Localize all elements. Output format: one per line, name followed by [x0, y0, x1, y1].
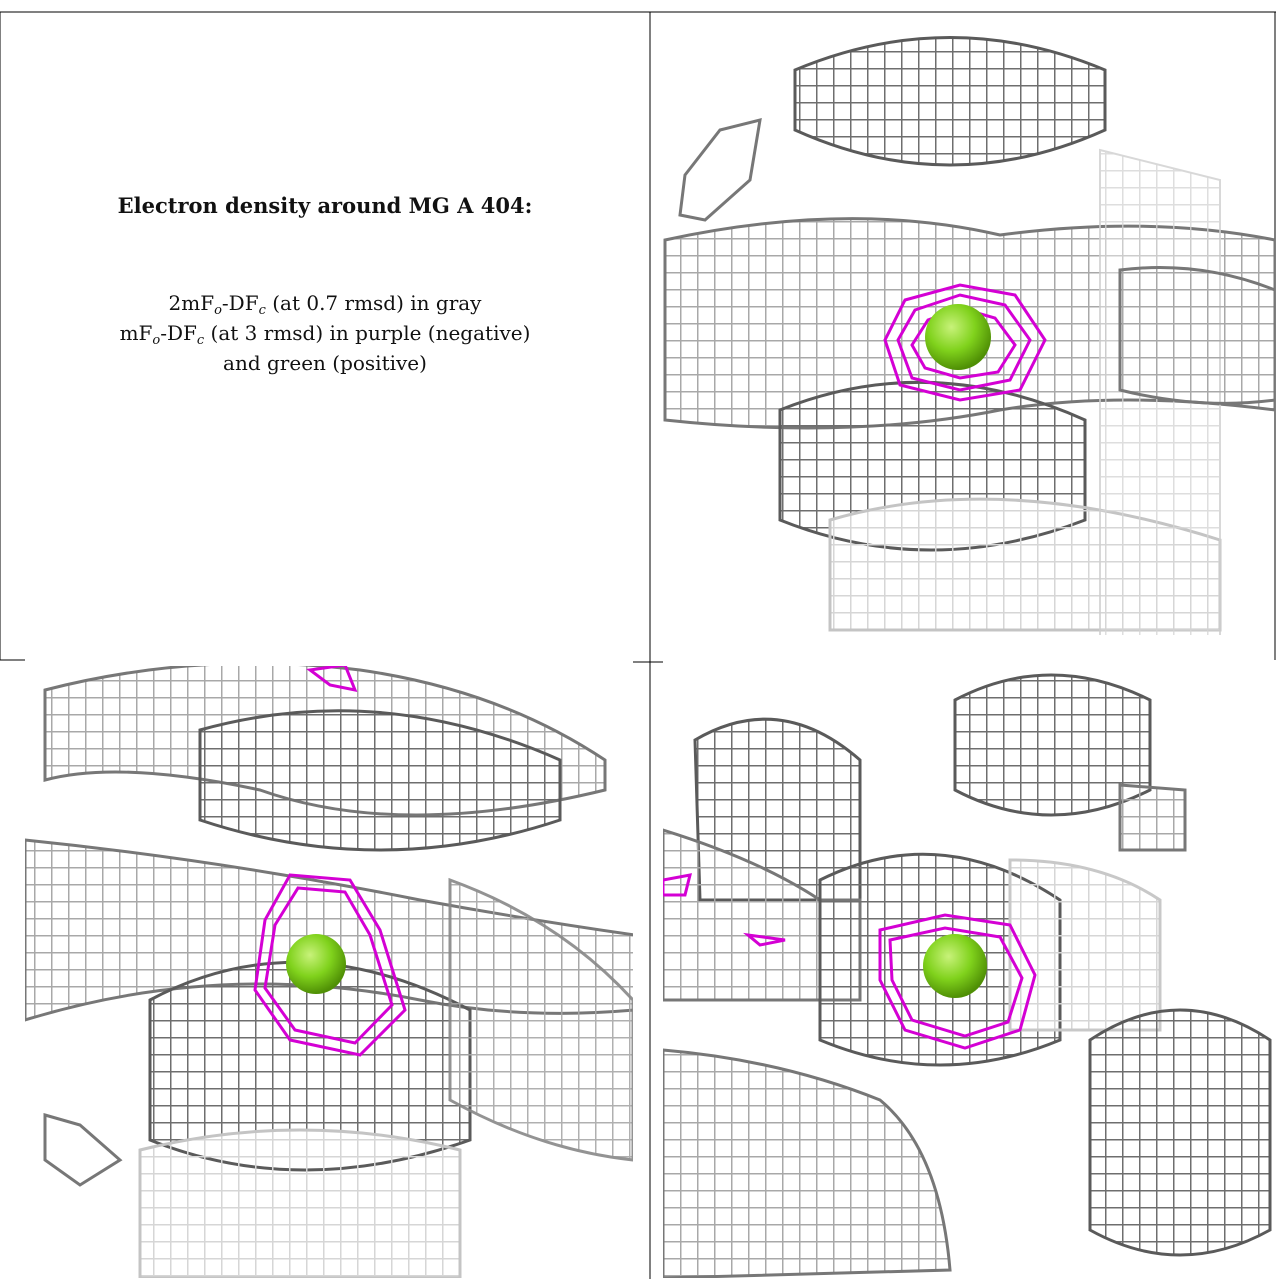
mg-ion-sphere — [925, 304, 991, 370]
mg-ion-sphere — [923, 934, 987, 998]
mg-ion-sphere — [286, 934, 346, 994]
gray-density-mesh — [663, 36, 1275, 635]
caption-gray-legend: 2mFo-DFc (at 0.7 rmsd) in gray — [168, 290, 482, 318]
caption-diff-legend: mFo-DFc (at 3 rmsd) in purple (negative) — [119, 320, 531, 348]
negative-difference-mesh — [253, 666, 407, 1057]
gray-density-mesh — [663, 673, 1272, 1278]
caption-title: Electron density around MG A 404: — [117, 192, 533, 218]
gray-density-mesh — [25, 666, 633, 1278]
density-panel-bottom-left — [25, 666, 633, 1278]
density-panel-bottom-right — [663, 673, 1272, 1278]
density-panel-top-right — [663, 36, 1275, 635]
negative-difference-mesh — [663, 873, 1037, 1050]
figure-caption: Electron density around MG A 404: 2mFo-D… — [0, 0, 650, 660]
caption-diff-legend-2: and green (positive) — [223, 350, 427, 375]
